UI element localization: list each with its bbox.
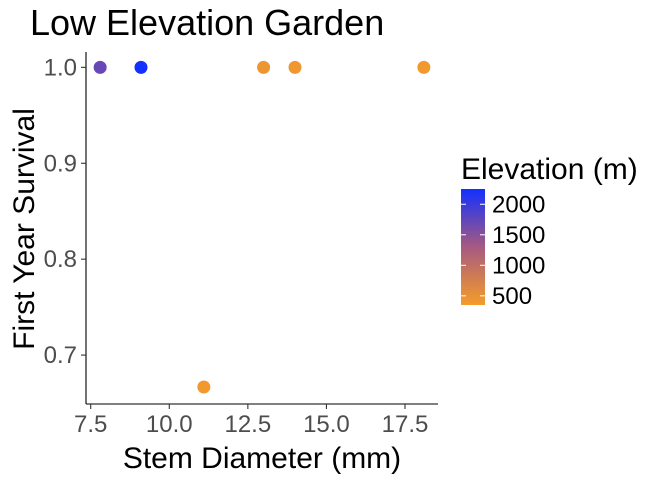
y-tick-label: 0.9 [44, 150, 77, 177]
legend-break-label: 1500 [492, 222, 545, 249]
data-point [417, 60, 431, 74]
data-point [93, 60, 107, 74]
plot-area: 7.5 10.0 12.5 15.0 17.5 0.7 0.8 0.9 1.0 [44, 52, 438, 438]
legend-break-label: 1000 [492, 252, 545, 279]
x-tick-label: 10.0 [146, 411, 193, 438]
data-point [134, 60, 148, 74]
legend-breaks: 500 1000 1500 2000 [461, 191, 545, 310]
legend-colorbar [461, 189, 485, 305]
y-tick-label: 1.0 [44, 54, 77, 81]
y-tick-label: 0.7 [44, 342, 77, 369]
x-tick-label: 12.5 [224, 411, 271, 438]
legend-title: Elevation (m) [461, 153, 638, 186]
y-tick-label: 0.8 [44, 246, 77, 273]
data-point [197, 380, 211, 394]
x-tick-label: 7.5 [74, 411, 107, 438]
legend-break-label: 500 [492, 283, 532, 310]
legend-break-label: 2000 [492, 191, 545, 218]
data-points [93, 60, 431, 394]
chart-title: Low Elevation Garden [30, 2, 384, 43]
data-point [257, 60, 271, 74]
data-point [288, 60, 302, 74]
x-tick-label: 15.0 [303, 411, 350, 438]
y-axis-title: First Year Survival [8, 108, 41, 350]
x-tick-label: 17.5 [382, 411, 429, 438]
x-axis-title: Stem Diameter (mm) [123, 442, 401, 475]
x-axis-ticks: 7.5 10.0 12.5 15.0 17.5 [74, 404, 428, 438]
y-axis-ticks: 0.7 0.8 0.9 1.0 [44, 54, 86, 369]
color-legend: Elevation (m) 500 1000 1500 2000 [461, 153, 638, 310]
